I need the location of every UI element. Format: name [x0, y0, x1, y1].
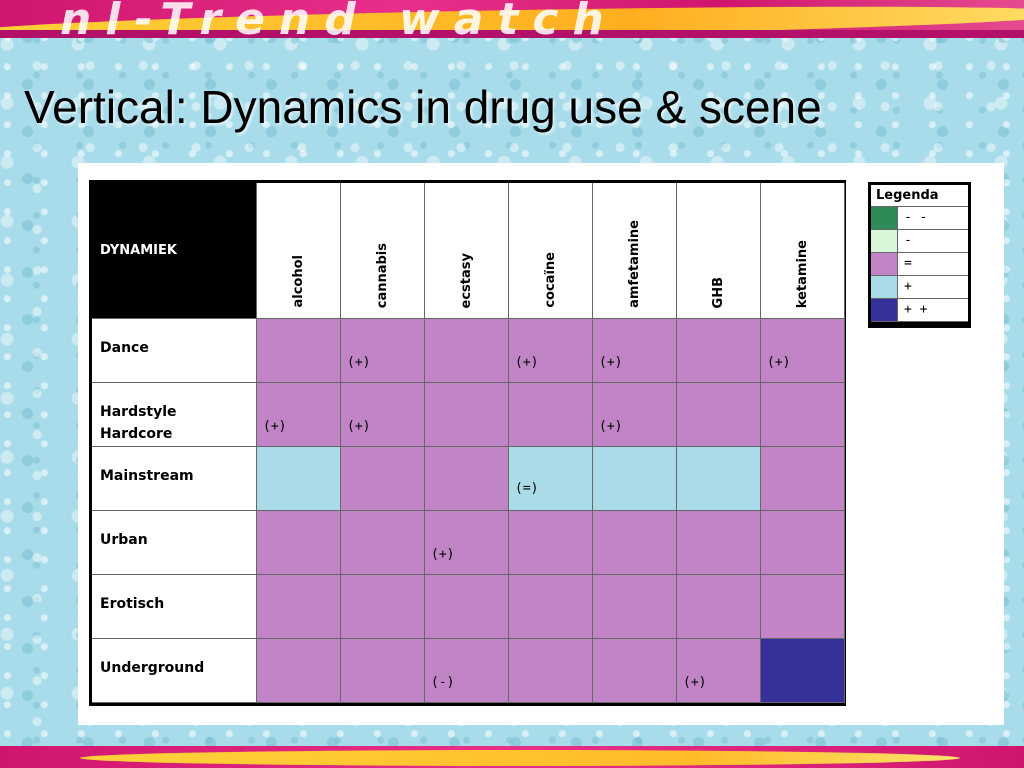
- legend-label: - -: [898, 207, 968, 230]
- row-header-2: Mainstream: [92, 447, 257, 511]
- matrix-cell: (+): [677, 639, 761, 703]
- matrix-cell: [761, 575, 845, 639]
- row-header-5: Underground: [92, 639, 257, 703]
- column-header-4: amfetamine: [593, 183, 677, 319]
- matrix-cell: [341, 511, 425, 575]
- column-header-label: ecstasy: [459, 252, 474, 308]
- matrix-cell: (+): [593, 319, 677, 383]
- column-header-5: GHB: [677, 183, 761, 319]
- cell-note: (+): [347, 419, 371, 434]
- row-header-4: Erotisch: [92, 575, 257, 639]
- row-header-3: Urban: [92, 511, 257, 575]
- matrix-cell: [761, 639, 845, 703]
- legend-swatch: [871, 276, 898, 299]
- cell-note: (+): [599, 355, 623, 370]
- legend-label: +: [898, 276, 968, 299]
- matrix-cell: (+): [257, 383, 341, 447]
- matrix-cell: (+): [341, 383, 425, 447]
- column-header-label: cocaïne: [543, 252, 558, 308]
- top-banner: nl-Trend watch: [0, 0, 1024, 38]
- legend-swatch: [871, 299, 898, 322]
- matrix-cell: [593, 447, 677, 511]
- matrix-cell: [593, 575, 677, 639]
- cell-note: (=): [515, 481, 539, 496]
- bottom-swoosh: [80, 750, 960, 766]
- matrix-cell: [761, 383, 845, 447]
- column-header-6: ketamine: [761, 183, 845, 319]
- cell-note: (+): [431, 547, 455, 562]
- cell-note: (+): [767, 355, 791, 370]
- matrix-cell: [341, 447, 425, 511]
- matrix-cell: [509, 639, 593, 703]
- cell-note: (-): [431, 675, 455, 690]
- banner-stripe: [0, 30, 1024, 38]
- column-header-label: ketamine: [795, 239, 810, 308]
- matrix-cell: [761, 511, 845, 575]
- legend-swatch: [871, 253, 898, 276]
- matrix-cell: [509, 383, 593, 447]
- row-header-0: Dance: [92, 319, 257, 383]
- column-header-label: alcohol: [291, 255, 306, 308]
- cell-note: (+): [599, 419, 623, 434]
- matrix-cell: [425, 319, 509, 383]
- matrix-cell: [425, 383, 509, 447]
- matrix-cell: (-): [425, 639, 509, 703]
- legend-title: Legenda: [871, 185, 968, 207]
- matrix-cell: [509, 575, 593, 639]
- matrix-cell: [593, 639, 677, 703]
- matrix-cell: [509, 511, 593, 575]
- column-header-label: amfetamine: [627, 220, 642, 308]
- matrix-cell: [257, 575, 341, 639]
- cell-note: (+): [263, 419, 287, 434]
- legend-label: =: [898, 253, 968, 276]
- matrix-cell: (+): [593, 383, 677, 447]
- dynamics-matrix: DYNAMIEK alcohol cannabis ecstasy cocaïne amf…: [89, 180, 846, 706]
- column-header-label: GHB: [711, 276, 726, 308]
- slide-title: Vertical: Dynamics in drug use & scene: [24, 81, 822, 133]
- matrix-cell: [677, 575, 761, 639]
- bottom-banner: [0, 746, 1024, 768]
- row-header-1: Hardstyle Hardcore: [92, 383, 257, 447]
- matrix-cell: [677, 447, 761, 511]
- column-header-2: ecstasy: [425, 183, 509, 319]
- matrix-cell: [257, 511, 341, 575]
- matrix-cell: [341, 639, 425, 703]
- matrix-cell: (=): [509, 447, 593, 511]
- cell-note: (+): [347, 355, 371, 370]
- matrix-cell: [257, 639, 341, 703]
- column-header-1: cannabis: [341, 183, 425, 319]
- legend-label: + +: [898, 299, 968, 322]
- legend-label: -: [898, 230, 968, 253]
- matrix-cell: (+): [761, 319, 845, 383]
- matrix-cell: [425, 447, 509, 511]
- matrix-cell: (+): [425, 511, 509, 575]
- matrix-cell: (+): [509, 319, 593, 383]
- cell-note: (+): [515, 355, 539, 370]
- matrix-cell: [761, 447, 845, 511]
- legend: Legenda - - - = + + +: [868, 182, 971, 328]
- matrix-cell: [593, 511, 677, 575]
- matrix-cell: [425, 575, 509, 639]
- column-header-0: alcohol: [257, 183, 341, 319]
- matrix-cell: [341, 575, 425, 639]
- legend-swatch: [871, 207, 898, 230]
- matrix-cell: (+): [341, 319, 425, 383]
- matrix-corner-label: DYNAMIEK: [92, 183, 257, 319]
- column-header-label: cannabis: [375, 242, 390, 308]
- matrix-cell: [677, 511, 761, 575]
- legend-swatch: [871, 230, 898, 253]
- column-header-3: cocaïne: [509, 183, 593, 319]
- banner-logo-text: nl-Trend watch: [60, 0, 618, 38]
- matrix-cell: [677, 383, 761, 447]
- matrix-cell: [257, 319, 341, 383]
- matrix-cell: [677, 319, 761, 383]
- cell-note: (+): [683, 675, 707, 690]
- matrix-cell: [257, 447, 341, 511]
